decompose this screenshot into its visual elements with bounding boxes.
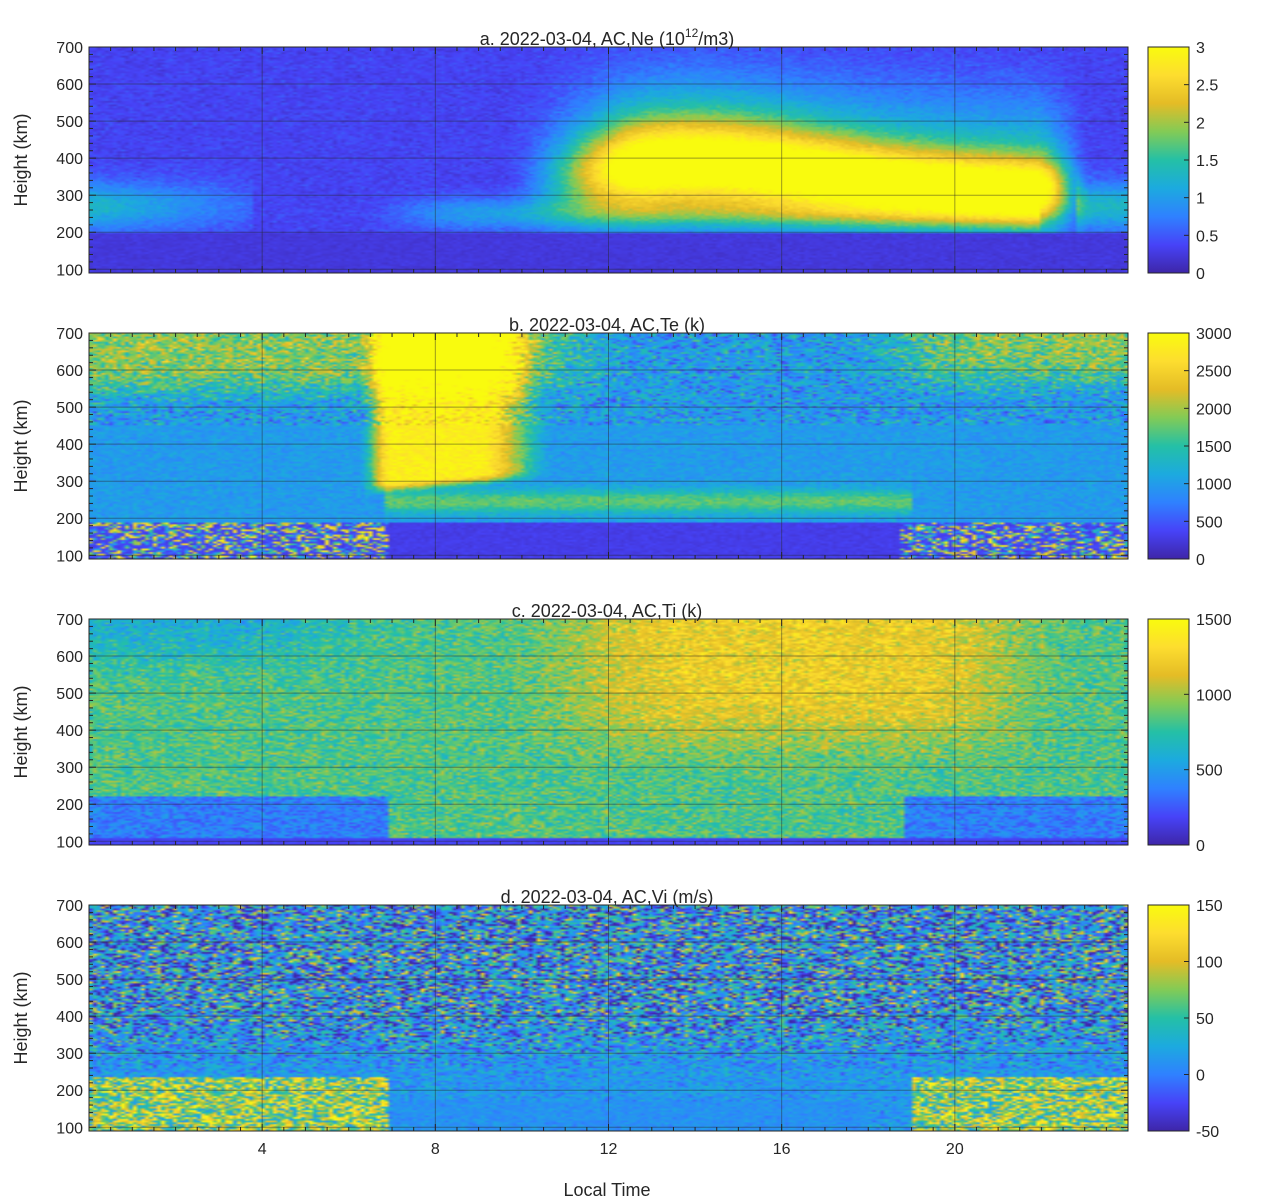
x-tick-label: 8 bbox=[431, 1141, 440, 1158]
x-tick-label: 12 bbox=[600, 1141, 618, 1158]
colorbar-tick-label: 1.5 bbox=[1196, 153, 1218, 170]
colorbar-tick-label: 0.5 bbox=[1196, 228, 1218, 245]
colorbar-tick-label: 100 bbox=[1196, 955, 1223, 972]
y-tick-label: 400 bbox=[56, 437, 83, 454]
panel-a: 100 200 300 400 500 600 700 Height (km) a. 2022-… bbox=[11, 26, 1218, 283]
y-axis-label: Height (km) bbox=[11, 685, 31, 778]
y-tick-label: 600 bbox=[56, 935, 83, 952]
x-tick-label: 4 bbox=[258, 1141, 267, 1158]
y-axis-label: Height (km) bbox=[11, 971, 31, 1064]
x-tick-label: 16 bbox=[773, 1141, 791, 1158]
panel-d: 1002003004005006007004 8 12 16 20Height (km)… bbox=[11, 887, 1223, 1158]
colorbar bbox=[1148, 619, 1189, 845]
y-tick-label: 300 bbox=[56, 474, 83, 491]
colorbar-tick-label: 2.5 bbox=[1196, 78, 1218, 95]
colorbar-tick-label: 1000 bbox=[1196, 687, 1232, 704]
y-tick-label: 300 bbox=[56, 760, 83, 777]
y-tick-label: 200 bbox=[56, 511, 83, 528]
panel-b: 100 200 300 400 500 600 700 Height (km) b. 2022-… bbox=[11, 315, 1232, 569]
colorbar-tick-label: 150 bbox=[1196, 898, 1223, 915]
colorbar-tick-label: 2 bbox=[1196, 115, 1205, 132]
y-axis-label: Height (km) bbox=[11, 399, 31, 492]
y-tick-label: 400 bbox=[56, 1009, 83, 1026]
colorbar-tick-label: 1000 bbox=[1196, 477, 1232, 494]
y-tick-label: 200 bbox=[56, 225, 83, 242]
colorbar-tick-label: 1 bbox=[1196, 191, 1205, 208]
y-tick-label: 100 bbox=[56, 262, 83, 279]
panel-title: a. 2022-03-04, AC,Ne (1012/m3) bbox=[480, 26, 735, 49]
y-tick-label: 400 bbox=[56, 723, 83, 740]
colorbar-tick-label: 0 bbox=[1196, 838, 1205, 855]
y-tick-label: 300 bbox=[56, 1046, 83, 1063]
y-tick-label: 500 bbox=[56, 972, 83, 989]
panel-title: b. 2022-03-04, AC,Te (k) bbox=[509, 315, 705, 335]
colorbar-tick-label: -50 bbox=[1196, 1124, 1219, 1141]
colorbar bbox=[1148, 333, 1189, 559]
y-tick-label: 700 bbox=[56, 898, 83, 915]
y-tick-label: 700 bbox=[56, 612, 83, 629]
colorbar-tick-label: 0 bbox=[1196, 552, 1205, 569]
panel-title: d. 2022-03-04, AC,Vi (m/s) bbox=[501, 887, 714, 907]
panel-c: 100 200 300 400 500 600 700 Height (km) c. 2022-… bbox=[11, 601, 1232, 855]
y-tick-label: 600 bbox=[56, 363, 83, 380]
y-tick-label: 500 bbox=[56, 686, 83, 703]
y-tick-label: 300 bbox=[56, 188, 83, 205]
y-tick-label: 600 bbox=[56, 77, 83, 94]
y-tick-label: 200 bbox=[56, 797, 83, 814]
colorbar-tick-label: 50 bbox=[1196, 1011, 1214, 1028]
colorbar-tick-label: 0 bbox=[1196, 266, 1205, 283]
y-tick-label: 700 bbox=[56, 40, 83, 57]
x-tick-label: 20 bbox=[946, 1141, 964, 1158]
y-tick-label: 100 bbox=[56, 1120, 83, 1137]
colorbar-tick-label: 500 bbox=[1196, 514, 1223, 531]
colorbar bbox=[1148, 905, 1189, 1131]
y-tick-label: 100 bbox=[56, 548, 83, 565]
y-tick-label: 700 bbox=[56, 326, 83, 343]
colorbar-tick-label: 3 bbox=[1196, 40, 1205, 57]
x-axis-label: Local Time bbox=[563, 1180, 650, 1200]
colorbar-tick-label: 1500 bbox=[1196, 612, 1232, 629]
panel-title: c. 2022-03-04, AC,Ti (k) bbox=[512, 601, 702, 621]
colorbar-tick-label: 2500 bbox=[1196, 364, 1232, 381]
y-tick-label: 600 bbox=[56, 649, 83, 666]
y-tick-label: 500 bbox=[56, 400, 83, 417]
colorbar-tick-label: 1500 bbox=[1196, 439, 1232, 456]
colorbar-tick-label: 0 bbox=[1196, 1068, 1205, 1085]
y-axis-label: Height (km) bbox=[11, 113, 31, 206]
y-tick-label: 400 bbox=[56, 151, 83, 168]
y-tick-label: 200 bbox=[56, 1083, 83, 1100]
colorbar bbox=[1148, 47, 1189, 273]
y-tick-label: 100 bbox=[56, 834, 83, 851]
colorbar-tick-label: 500 bbox=[1196, 763, 1223, 780]
colorbar-tick-label: 2000 bbox=[1196, 401, 1232, 418]
colorbar-tick-label: 3000 bbox=[1196, 326, 1232, 343]
y-tick-label: 500 bbox=[56, 114, 83, 131]
